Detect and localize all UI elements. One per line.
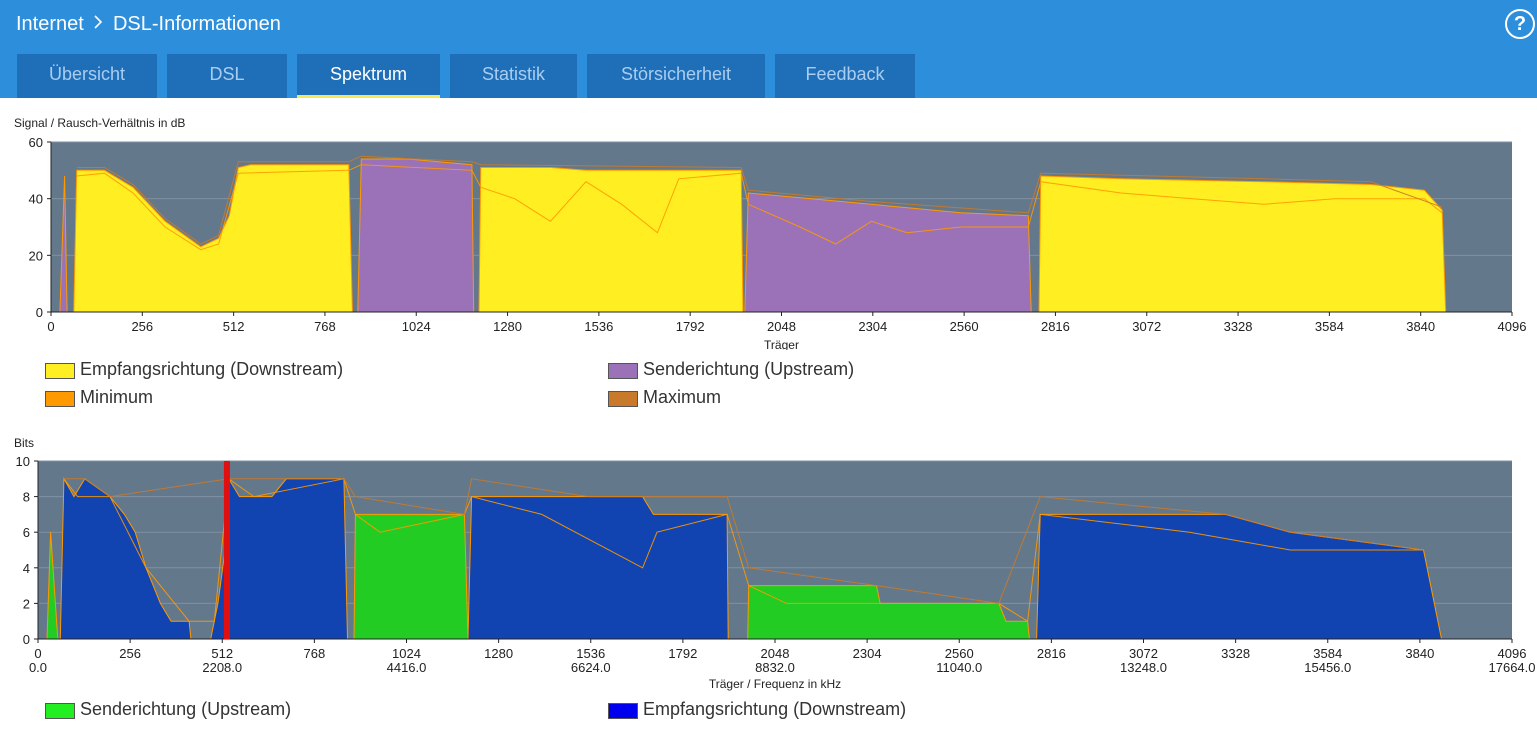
- x-tick-label: 4096: [1498, 646, 1527, 661]
- x-tick-label: 3584: [1315, 319, 1344, 334]
- x-tick-label: 512: [223, 319, 245, 334]
- x-tick-label: 1536: [584, 319, 613, 334]
- legend-label: Empfangsrichtung (Downstream): [80, 359, 344, 379]
- legend-swatch: [608, 363, 638, 379]
- x-tick-label: 2048: [767, 319, 796, 334]
- freq-tick-label: 13248.0: [1120, 660, 1167, 675]
- freq-tick-label: 0.0: [29, 660, 47, 675]
- x-tick-label: 2816: [1037, 646, 1066, 661]
- x-tick-label: 4096: [1498, 319, 1527, 334]
- series-area: [357, 158, 475, 313]
- legend-swatch: [608, 703, 638, 719]
- breadcrumb-internet[interactable]: Internet: [16, 13, 84, 36]
- x-tick-label: 2304: [853, 646, 882, 661]
- x-tick-label: 3840: [1405, 646, 1434, 661]
- y-tick-label: 60: [29, 135, 43, 150]
- tab-uebersicht[interactable]: Übersicht: [17, 54, 157, 98]
- legend-swatch: [45, 363, 75, 379]
- freq-tick-label: 6624.0: [571, 660, 611, 675]
- x-tick-label: 1280: [484, 646, 513, 661]
- y-tick-label: 0: [36, 305, 43, 320]
- x-tick-label: 2560: [950, 319, 979, 334]
- x-tick-label: 2048: [761, 646, 790, 661]
- help-icon[interactable]: ?: [1505, 9, 1535, 39]
- x-axis-label: Träger: [764, 338, 799, 350]
- x-tick-label: 1024: [402, 319, 431, 334]
- x-tick-label: 1792: [668, 646, 697, 661]
- series-area: [210, 477, 349, 640]
- series-area: [1038, 175, 1447, 313]
- x-tick-label: 256: [119, 646, 141, 661]
- legend-label: Senderichtung (Upstream): [80, 699, 292, 719]
- x-tick-label: 1792: [676, 319, 705, 334]
- y-tick-label: 0: [23, 632, 30, 647]
- pilot-tone-marker: [223, 461, 230, 639]
- freq-tick-label: 8832.0: [755, 660, 795, 675]
- series-line: [63, 478, 1424, 604]
- bits-chart: 0 2 4 6 8 10 0 256 512 768 1024 1280 1536 1792 2048 230…: [16, 454, 1536, 691]
- x-tick-label: 0: [34, 646, 41, 661]
- freq-tick-label: 17664.0: [1489, 660, 1536, 675]
- x-tick-label: 3328: [1224, 319, 1253, 334]
- series-line: [63, 477, 1424, 623]
- x-tick-label: 768: [314, 319, 336, 334]
- x-tick-label: 3072: [1132, 319, 1161, 334]
- legend-label: Maximum: [643, 387, 722, 407]
- page-title: DSL-Informationen: [112, 13, 281, 36]
- x-tick-label: 3584: [1313, 646, 1342, 661]
- tab-dsl[interactable]: DSL: [167, 54, 287, 98]
- freq-tick-label: 4416.0: [387, 660, 427, 675]
- tab-feedback[interactable]: Feedback: [775, 54, 915, 98]
- y-tick-label: 10: [16, 454, 30, 469]
- x-tick-label: 1536: [576, 646, 605, 661]
- y-tick-label: 4: [23, 561, 30, 576]
- series-area: [467, 496, 729, 640]
- x-tick-label: 1024: [392, 646, 421, 661]
- y-tick-label: 2: [23, 596, 30, 611]
- x-tick-label: 2816: [1041, 319, 1070, 334]
- x-tick-label: 0: [47, 319, 54, 334]
- legend-swatch: [608, 391, 638, 407]
- series-line: [76, 155, 1443, 245]
- x-tick-label: 3328: [1221, 646, 1250, 661]
- y-tick-label: 20: [29, 248, 43, 263]
- series-area: [73, 164, 353, 313]
- breadcrumb: Internet DSL-Informationen: [16, 13, 281, 36]
- bits-chart-title: Bits: [14, 436, 35, 450]
- x-tick-label: 3072: [1129, 646, 1158, 661]
- y-tick-label: 6: [23, 525, 30, 540]
- chevron-right-icon: [93, 13, 103, 36]
- legend-swatch: [45, 703, 75, 719]
- x-axis-label: Träger / Frequenz in kHz: [709, 677, 841, 691]
- freq-tick-label: 2208.0: [202, 660, 242, 675]
- tab-statistik[interactable]: Statistik: [450, 54, 577, 98]
- legend-label: Senderichtung (Upstream): [643, 359, 855, 379]
- x-tick-label: 256: [131, 319, 153, 334]
- y-tick-label: 40: [29, 192, 43, 207]
- y-tick-label: 8: [23, 490, 30, 505]
- x-tick-label: 2560: [945, 646, 974, 661]
- legend-label: Empfangsrichtung (Downstream): [643, 699, 907, 719]
- tab-spektrum[interactable]: Spektrum: [297, 54, 440, 98]
- x-tick-label: 1280: [493, 319, 522, 334]
- legend-swatch: [45, 391, 75, 407]
- tab-stoersicherheit[interactable]: Störsicherheit: [587, 54, 765, 98]
- x-tick-label: 3840: [1406, 319, 1435, 334]
- series-area: [478, 167, 744, 313]
- legend-label: Minimum: [80, 387, 154, 407]
- x-tick-label: 768: [304, 646, 326, 661]
- series-line: [76, 164, 1443, 251]
- snr-chart: 0 20 40 60 0 256 512 768 1024 1280 1536 1792 2048 230…: [29, 135, 1527, 350]
- freq-tick-label: 15456.0: [1304, 660, 1351, 675]
- x-tick-label: 2304: [858, 319, 887, 334]
- freq-tick-label: 11040.0: [936, 660, 982, 675]
- snr-chart-title: Signal / Rausch-Verhältnis in dB: [14, 116, 186, 130]
- x-tick-label: 512: [211, 646, 233, 661]
- header-bar: Internet DSL-Informationen ? Übersicht D…: [0, 0, 1537, 98]
- series-area: [353, 513, 469, 640]
